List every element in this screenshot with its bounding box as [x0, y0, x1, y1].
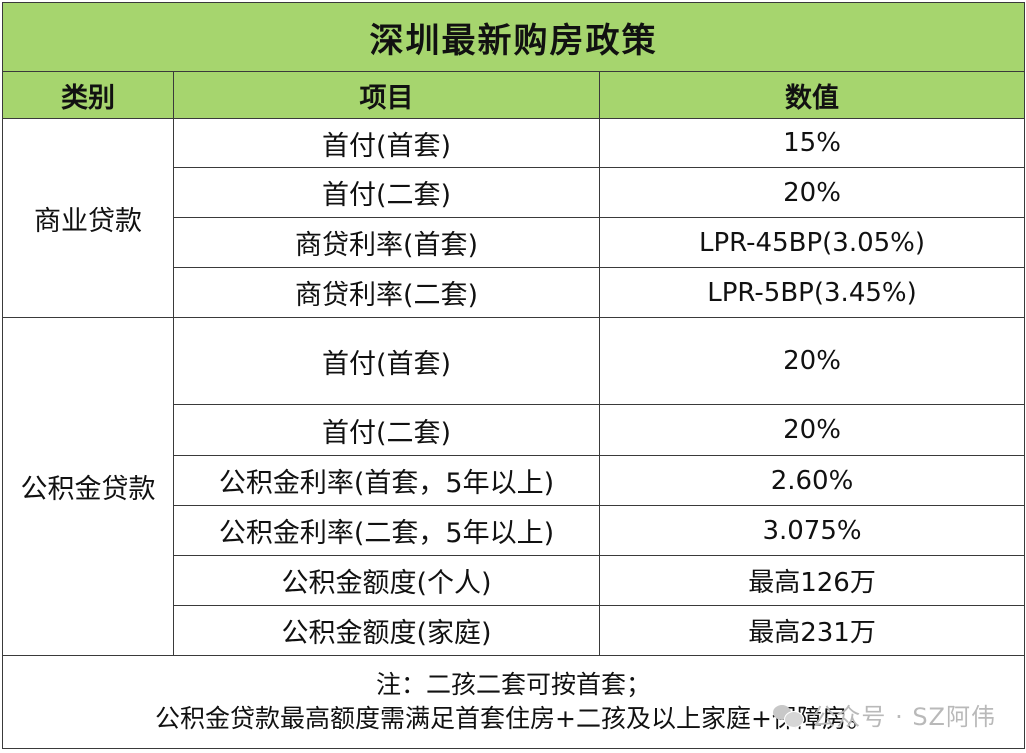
note-row: 注：二孩二套可按首套； 公积金贷款最高额度需满足首套住房+二孩及以上家庭+保障房…	[1, 655, 1026, 749]
item-cell: 公积金利率(二套，5年以上)	[173, 505, 600, 556]
item-cell: 首付(二套)	[173, 167, 600, 218]
watermark-text: 公众号 · SZ阿伟	[811, 703, 996, 731]
item-cell: 公积金额度(个人)	[173, 555, 600, 606]
table-row: 公积金利率(二套，5年以上) 3.075%	[3, 505, 1026, 556]
item-cell: 商贷利率(首套)	[173, 217, 600, 268]
header-value: 数值	[598, 71, 1026, 119]
category-cell: 商业贷款	[2, 118, 174, 318]
item-cell: 商贷利率(二套)	[173, 267, 600, 318]
note-line-2: 公积金贷款最高额度需满足首套住房+二孩及以上家庭+保障房。	[155, 704, 872, 733]
header-category: 类别	[2, 71, 174, 119]
table-row: 首付(二套) 20%	[3, 167, 1026, 218]
note-cell: 注：二孩二套可按首套； 公积金贷款最高额度需满足首套住房+二孩及以上家庭+保障房…	[1, 655, 1026, 749]
item-cell: 首付(二套)	[173, 404, 600, 456]
item-cell: 公积金利率(首套，5年以上)	[173, 455, 600, 506]
table-title: 深圳最新购房政策	[1, 2, 1026, 72]
value-cell: 20%	[598, 404, 1026, 456]
note-line-1: 注：二孩二套可按首套；	[376, 670, 652, 699]
value-cell: 最高231万	[598, 605, 1026, 656]
title-row: 深圳最新购房政策	[1, 2, 1026, 72]
item-cell: 公积金额度(家庭)	[173, 605, 600, 656]
value-cell: 15%	[598, 118, 1026, 168]
header-row: 类别 项目 数值	[2, 71, 1026, 119]
value-cell: 20%	[598, 317, 1026, 405]
watermark: 公众号 · SZ阿伟	[773, 697, 996, 732]
value-cell: LPR-45BP(3.05%)	[598, 217, 1026, 268]
value-cell: 20%	[598, 167, 1026, 218]
table-row: 公积金利率(首套，5年以上) 2.60%	[3, 455, 1026, 506]
item-cell: 首付(首套)	[173, 317, 600, 405]
table-row: 公积金贷款 首付(首套) 20%	[2, 317, 1026, 656]
wechat-icon	[773, 702, 805, 728]
item-cell: 首付(首套)	[173, 118, 600, 168]
table-row: 公积金额度(家庭) 最高231万	[3, 605, 1026, 656]
value-cell: 最高126万	[598, 555, 1026, 606]
header-item: 项目	[173, 71, 600, 119]
value-cell: LPR-5BP(3.45%)	[598, 267, 1026, 318]
value-cell: 3.075%	[598, 505, 1026, 556]
category-cell: 公积金贷款	[2, 317, 174, 656]
value-cell: 2.60%	[598, 455, 1026, 506]
table-row: 公积金额度(个人) 最高126万	[3, 555, 1026, 606]
table-row: 商业贷款 首付(首套) 15%	[2, 118, 1026, 318]
